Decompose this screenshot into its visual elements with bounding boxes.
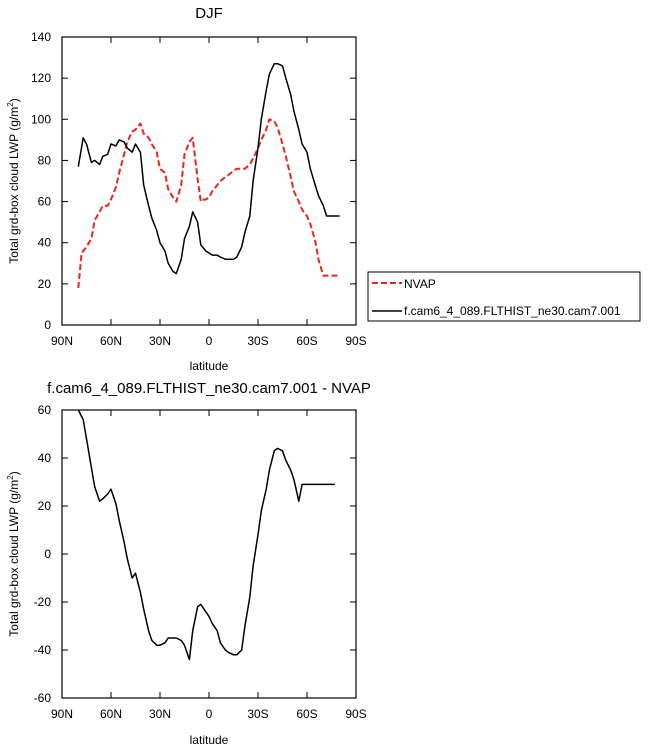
bottom-chart-x-tick-label: 30N — [149, 707, 171, 721]
top-chart-y-tick-label: 120 — [31, 71, 51, 85]
bottom-chart-y-tick-label: -60 — [34, 691, 52, 705]
top-chart-series-line-1 — [77, 62, 340, 275]
bottom-chart-x-tick-label: 90N — [51, 707, 73, 721]
top-chart-series-line-0 — [77, 118, 340, 289]
top-chart-panel: DJF 90N 60N 30N 0 30S 60S 90S 0 20 40 60 80 100 120 14… — [6, 5, 367, 373]
bottom-chart-x-tick-label: 60S — [296, 707, 317, 721]
top-chart-marks — [77, 62, 340, 289]
top-chart-y-tick-label: 20 — [38, 277, 52, 291]
bottom-chart-marks — [77, 409, 335, 661]
top-chart-ticks: 90N 60N 30N 0 30S 60S 90S 0 20 40 60 80 100 120 140 — [31, 30, 367, 348]
bottom-chart-x-tick-label: 0 — [206, 707, 213, 721]
top-chart-legend: NVAP f.cam6_4_089.FLTHIST_ne30.cam7.001 — [367, 271, 641, 322]
bottom-chart-x-axis-label: latitude — [190, 733, 229, 747]
bottom-chart-plot-frame — [61, 409, 357, 699]
top-chart-x-axis-label: latitude — [190, 359, 229, 373]
legend-frame — [367, 271, 641, 322]
bottom-chart-series-line-0 — [77, 409, 335, 661]
top-chart-title: DJF — [195, 5, 223, 22]
top-chart-x-tick-label: 60N — [100, 334, 122, 348]
top-chart-y-tick-label: 60 — [38, 195, 52, 209]
bottom-chart-x-tick-label: 60N — [100, 707, 122, 721]
bottom-chart-x-tick-label: 90S — [345, 707, 366, 721]
top-chart-x-tick-label: 90S — [345, 334, 366, 348]
top-chart-y-tick-label: 40 — [38, 236, 52, 250]
bottom-chart-y-tick-label: -40 — [34, 643, 52, 657]
bottom-chart-y-tick-label: 20 — [38, 499, 52, 513]
top-chart-x-tick-label: 60S — [296, 334, 317, 348]
top-chart-y-tick-label: 140 — [31, 30, 51, 44]
bottom-chart-title: f.cam6_4_089.FLTHIST_ne30.cam7.001 - NVA… — [47, 380, 371, 397]
bottom-chart-x-tick-label: 30S — [247, 707, 268, 721]
bottom-chart-y-tick-label: 40 — [38, 451, 52, 465]
legend-label-nvap: NVAP — [404, 277, 436, 291]
legend-label-model: f.cam6_4_089.FLTHIST_ne30.cam7.001 — [404, 304, 621, 318]
bottom-chart-y-tick-label: 0 — [44, 547, 51, 561]
top-chart-x-tick-label: 90N — [51, 334, 73, 348]
top-chart-x-tick-label: 30N — [149, 334, 171, 348]
top-chart-x-tick-label: 30S — [247, 334, 268, 348]
top-chart-y-tick-label: 100 — [31, 112, 51, 126]
bottom-chart-y-tick-label: 60 — [38, 403, 52, 417]
bottom-chart-ticks: 90N 60N 30N 0 30S 60S 90S -60 -40 -20 0 20 40 60 — [34, 403, 367, 721]
top-chart-y-tick-label: 0 — [44, 318, 51, 332]
bottom-chart-panel: f.cam6_4_089.FLTHIST_ne30.cam7.001 - NVA… — [6, 380, 371, 747]
top-chart-y-axis-label: Total grd-box cloud LWP (g/m2) — [6, 98, 21, 263]
top-chart-plot-frame — [61, 36, 357, 326]
bottom-chart-y-axis-label: Total grd-box cloud LWP (g/m2) — [6, 471, 21, 636]
top-chart-y-tick-label: 80 — [38, 153, 52, 167]
bottom-chart-y-tick-label: -20 — [34, 595, 52, 609]
top-chart-x-tick-label: 0 — [206, 334, 213, 348]
